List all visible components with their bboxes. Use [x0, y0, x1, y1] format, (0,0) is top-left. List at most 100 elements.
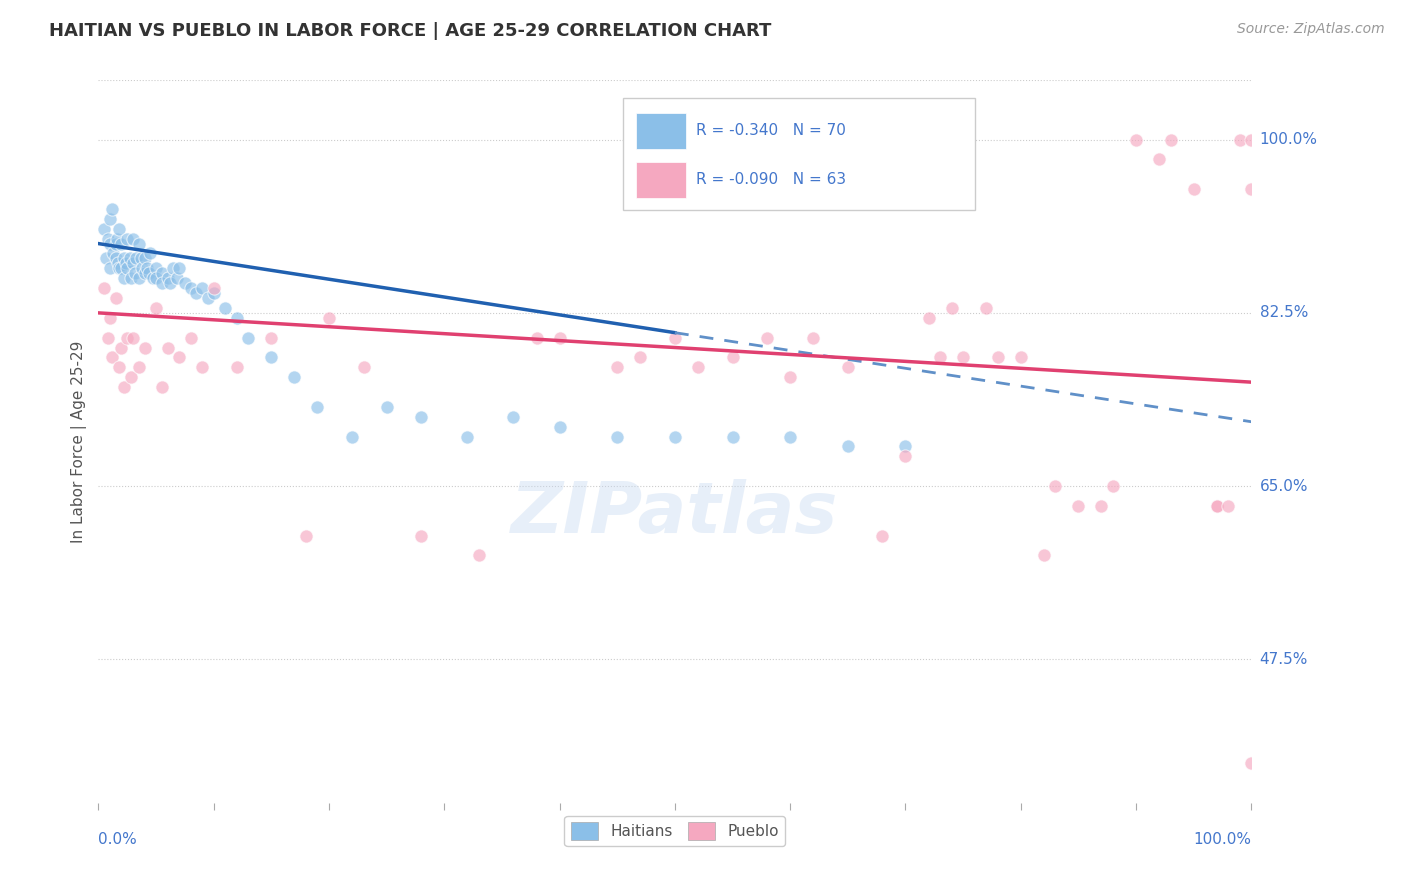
Point: [1205, 499, 1227, 513]
Text: 100.0%: 100.0%: [1194, 831, 1251, 847]
Point: [97, 330, 120, 344]
Point: [101, 351, 124, 365]
Point: [801, 330, 824, 344]
Point: [872, 528, 894, 542]
Point: [197, 291, 219, 305]
Point: [108, 261, 131, 276]
Point: [112, 380, 135, 394]
Point: [664, 429, 686, 443]
FancyBboxPatch shape: [636, 113, 686, 149]
Point: [122, 256, 145, 270]
Point: [93, 221, 115, 235]
Text: R = -0.090   N = 63: R = -0.090 N = 63: [696, 172, 846, 187]
Point: [110, 261, 132, 276]
Point: [122, 330, 145, 344]
Point: [134, 266, 156, 280]
Point: [112, 271, 135, 285]
Point: [894, 450, 917, 464]
Point: [307, 400, 329, 414]
Point: [526, 330, 548, 344]
Point: [260, 351, 283, 365]
Point: [238, 330, 260, 344]
Legend: Haitians, Pueblo: Haitians, Pueblo: [564, 816, 786, 846]
Point: [150, 276, 173, 290]
Point: [214, 301, 236, 315]
Point: [118, 252, 141, 266]
Point: [1045, 479, 1067, 493]
Text: Source: ZipAtlas.com: Source: ZipAtlas.com: [1237, 22, 1385, 37]
Point: [104, 252, 127, 266]
FancyBboxPatch shape: [636, 162, 686, 198]
Point: [150, 380, 173, 394]
Point: [166, 271, 188, 285]
Point: [779, 429, 801, 443]
Point: [952, 351, 974, 365]
Point: [128, 360, 150, 375]
Point: [1067, 499, 1090, 513]
Point: [117, 330, 139, 344]
Point: [837, 360, 859, 375]
Point: [606, 360, 628, 375]
Point: [159, 276, 181, 290]
Point: [104, 291, 127, 305]
Text: 0.0%: 0.0%: [98, 831, 138, 847]
Point: [117, 232, 139, 246]
Point: [97, 232, 120, 246]
Point: [1032, 549, 1054, 563]
FancyBboxPatch shape: [623, 98, 974, 211]
Point: [295, 528, 318, 542]
Point: [131, 261, 153, 276]
Text: ZIPatlas: ZIPatlas: [512, 479, 838, 549]
Point: [353, 360, 375, 375]
Point: [167, 261, 190, 276]
Point: [202, 281, 225, 295]
Point: [340, 429, 363, 443]
Point: [411, 528, 433, 542]
Point: [128, 271, 150, 285]
Point: [664, 330, 686, 344]
Point: [191, 360, 214, 375]
Point: [283, 370, 305, 384]
Point: [167, 351, 190, 365]
Point: [104, 236, 127, 251]
Point: [105, 232, 128, 246]
Point: [1218, 499, 1240, 513]
Point: [721, 429, 744, 443]
Point: [606, 429, 628, 443]
Point: [156, 271, 179, 285]
Point: [411, 409, 433, 424]
Text: 65.0%: 65.0%: [1260, 479, 1308, 493]
Point: [837, 440, 859, 454]
Point: [894, 440, 917, 454]
Point: [139, 246, 162, 260]
Point: [548, 419, 571, 434]
Point: [686, 360, 709, 375]
Point: [1090, 499, 1112, 513]
Point: [225, 360, 247, 375]
Point: [125, 252, 148, 266]
Point: [156, 341, 179, 355]
Point: [145, 301, 167, 315]
Text: R = -0.340   N = 70: R = -0.340 N = 70: [696, 123, 845, 138]
Point: [191, 281, 214, 295]
Point: [120, 370, 142, 384]
Point: [180, 330, 202, 344]
Point: [134, 252, 156, 266]
Point: [112, 252, 135, 266]
Point: [110, 341, 132, 355]
Point: [202, 286, 225, 301]
Point: [1160, 133, 1182, 147]
Point: [468, 549, 491, 563]
Point: [98, 310, 121, 325]
Point: [628, 351, 651, 365]
Point: [150, 266, 173, 280]
Point: [128, 236, 150, 251]
Point: [142, 271, 165, 285]
Point: [1010, 351, 1032, 365]
Point: [145, 271, 167, 285]
Point: [721, 351, 744, 365]
Text: 100.0%: 100.0%: [1260, 132, 1317, 147]
Text: HAITIAN VS PUEBLO IN LABOR FORCE | AGE 25-29 CORRELATION CHART: HAITIAN VS PUEBLO IN LABOR FORCE | AGE 2…: [49, 22, 772, 40]
Point: [1240, 133, 1263, 147]
Point: [1229, 133, 1251, 147]
